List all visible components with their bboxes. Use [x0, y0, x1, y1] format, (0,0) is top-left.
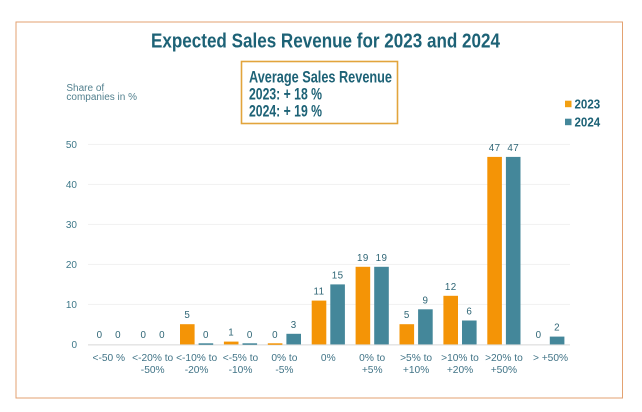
svg-text:0: 0 — [536, 330, 542, 341]
svg-text:9: 9 — [422, 295, 428, 306]
svg-text:0%: 0% — [321, 353, 336, 364]
svg-text:0% to: 0% to — [359, 353, 385, 364]
svg-text:-50%: -50% — [141, 365, 165, 376]
svg-text:2: 2 — [554, 323, 560, 334]
svg-text:<-10% to: <-10% to — [176, 353, 217, 364]
svg-text:6: 6 — [466, 307, 472, 318]
svg-text:2024: 2024 — [575, 115, 601, 130]
svg-text:<-50 %: <-50 % — [93, 353, 126, 364]
svg-text:Expected Sales Revenue for 202: Expected Sales Revenue for 2023 and 2024 — [151, 29, 500, 52]
svg-text:10: 10 — [66, 300, 78, 311]
svg-text:+10%: +10% — [403, 365, 429, 376]
svg-text:2024: + 19 %: 2024: + 19 % — [249, 102, 322, 121]
svg-text:> +50%: > +50% — [533, 353, 568, 364]
svg-text:Average Sales Revenue: Average Sales Revenue — [249, 68, 392, 87]
svg-text:20: 20 — [66, 260, 78, 271]
svg-text:0: 0 — [159, 330, 165, 341]
svg-text:47: 47 — [489, 143, 501, 154]
svg-text:47: 47 — [507, 143, 519, 154]
svg-text:+5%: +5% — [362, 365, 383, 376]
svg-text:+50%: +50% — [491, 365, 517, 376]
svg-text:Share of: Share of — [66, 83, 104, 94]
svg-text:5: 5 — [184, 310, 190, 321]
svg-text:<-20% to: <-20% to — [132, 353, 173, 364]
svg-text:>20% to: >20% to — [485, 353, 523, 364]
svg-text:0% to: 0% to — [271, 353, 297, 364]
svg-text:>5% to: >5% to — [400, 353, 432, 364]
svg-text:>10% to: >10% to — [441, 353, 479, 364]
svg-text:1: 1 — [228, 328, 234, 339]
svg-text:+20%: +20% — [447, 365, 473, 376]
svg-text:2023: + 18 %: 2023: + 18 % — [249, 85, 322, 104]
svg-text:0: 0 — [115, 330, 121, 341]
svg-text:-20%: -20% — [185, 365, 209, 376]
svg-text:40: 40 — [66, 180, 78, 191]
svg-text:0: 0 — [71, 340, 77, 351]
svg-text:12: 12 — [445, 282, 457, 293]
svg-text:<-5% to: <-5% to — [223, 353, 259, 364]
svg-text:0: 0 — [272, 330, 278, 341]
svg-text:0: 0 — [203, 330, 209, 341]
svg-text:2023: 2023 — [575, 97, 601, 112]
svg-text:-5%: -5% — [275, 365, 293, 376]
svg-text:companies in %: companies in % — [66, 92, 137, 103]
svg-text:-10%: -10% — [229, 365, 253, 376]
svg-text:3: 3 — [291, 320, 297, 331]
svg-text:19: 19 — [376, 253, 388, 264]
svg-text:19: 19 — [357, 253, 369, 264]
svg-text:11: 11 — [314, 287, 325, 298]
svg-text:15: 15 — [332, 270, 344, 281]
svg-text:30: 30 — [66, 220, 78, 231]
svg-text:5: 5 — [404, 310, 410, 321]
svg-text:0: 0 — [140, 330, 146, 341]
svg-text:0: 0 — [247, 330, 253, 341]
svg-text:50: 50 — [66, 140, 78, 151]
svg-text:0: 0 — [97, 330, 103, 341]
